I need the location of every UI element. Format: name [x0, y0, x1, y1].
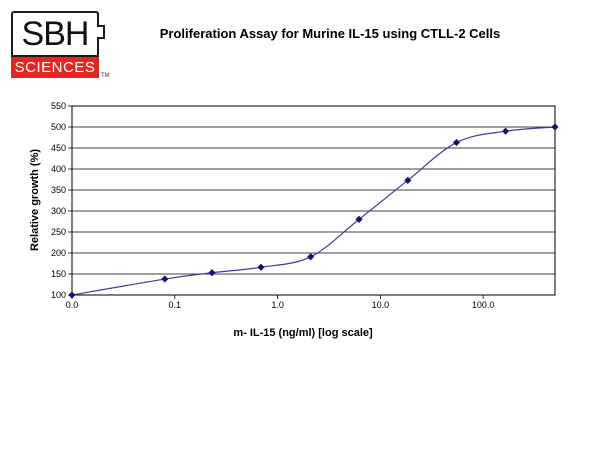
data-point-marker	[307, 253, 315, 261]
y-axis-ticks: 100 150 200 250 300 350 400 450 500 550	[51, 101, 72, 300]
y-tick-label: 250	[51, 227, 66, 237]
chart-title: Proliferation Assay for Murine IL-15 usi…	[159, 26, 501, 41]
x-axis-label: m- IL-15 (ng/ml) [log scale]	[233, 327, 373, 339]
x-axis-ticks: 0.0 0.1 1.0 10.0 100.0	[66, 295, 495, 310]
data-point-marker	[257, 263, 265, 271]
y-tick-label: 350	[51, 185, 66, 195]
y-tick-label: 200	[51, 248, 66, 258]
series-markers	[68, 123, 559, 299]
y-tick-label: 100	[51, 290, 66, 300]
data-point-marker	[501, 127, 510, 135]
logo-bottom-text: SCIENCES	[11, 57, 99, 78]
x-tick-label: 0.1	[169, 300, 182, 310]
data-point-marker	[452, 138, 461, 147]
sbh-logo: SBH SCIENCES TM	[11, 11, 110, 79]
x-tick-label: 100.0	[472, 300, 495, 310]
y-tick-label: 550	[51, 101, 66, 111]
y-tick-label: 450	[51, 143, 66, 153]
y-tick-label: 150	[51, 269, 66, 279]
data-point-marker	[404, 176, 412, 184]
logo-notch	[97, 25, 105, 39]
data-point-marker	[68, 291, 76, 299]
data-point-marker	[551, 123, 559, 131]
y-tick-label: 500	[51, 122, 66, 132]
logo-trademark: TM	[101, 73, 110, 79]
data-point-marker	[208, 269, 216, 277]
y-axis-label: Relative growth (%)	[29, 149, 41, 251]
data-point-marker	[355, 215, 363, 223]
plot-frame	[71, 105, 556, 296]
series-line	[71, 126, 556, 296]
y-tick-label: 300	[51, 206, 66, 216]
x-tick-label: 0.0	[66, 300, 79, 310]
logo-top-text: SBH	[11, 11, 99, 57]
x-tick-label: 10.0	[372, 300, 390, 310]
data-point-marker	[161, 275, 169, 283]
x-tick-label: 1.0	[271, 300, 284, 310]
y-tick-label: 400	[51, 164, 66, 174]
